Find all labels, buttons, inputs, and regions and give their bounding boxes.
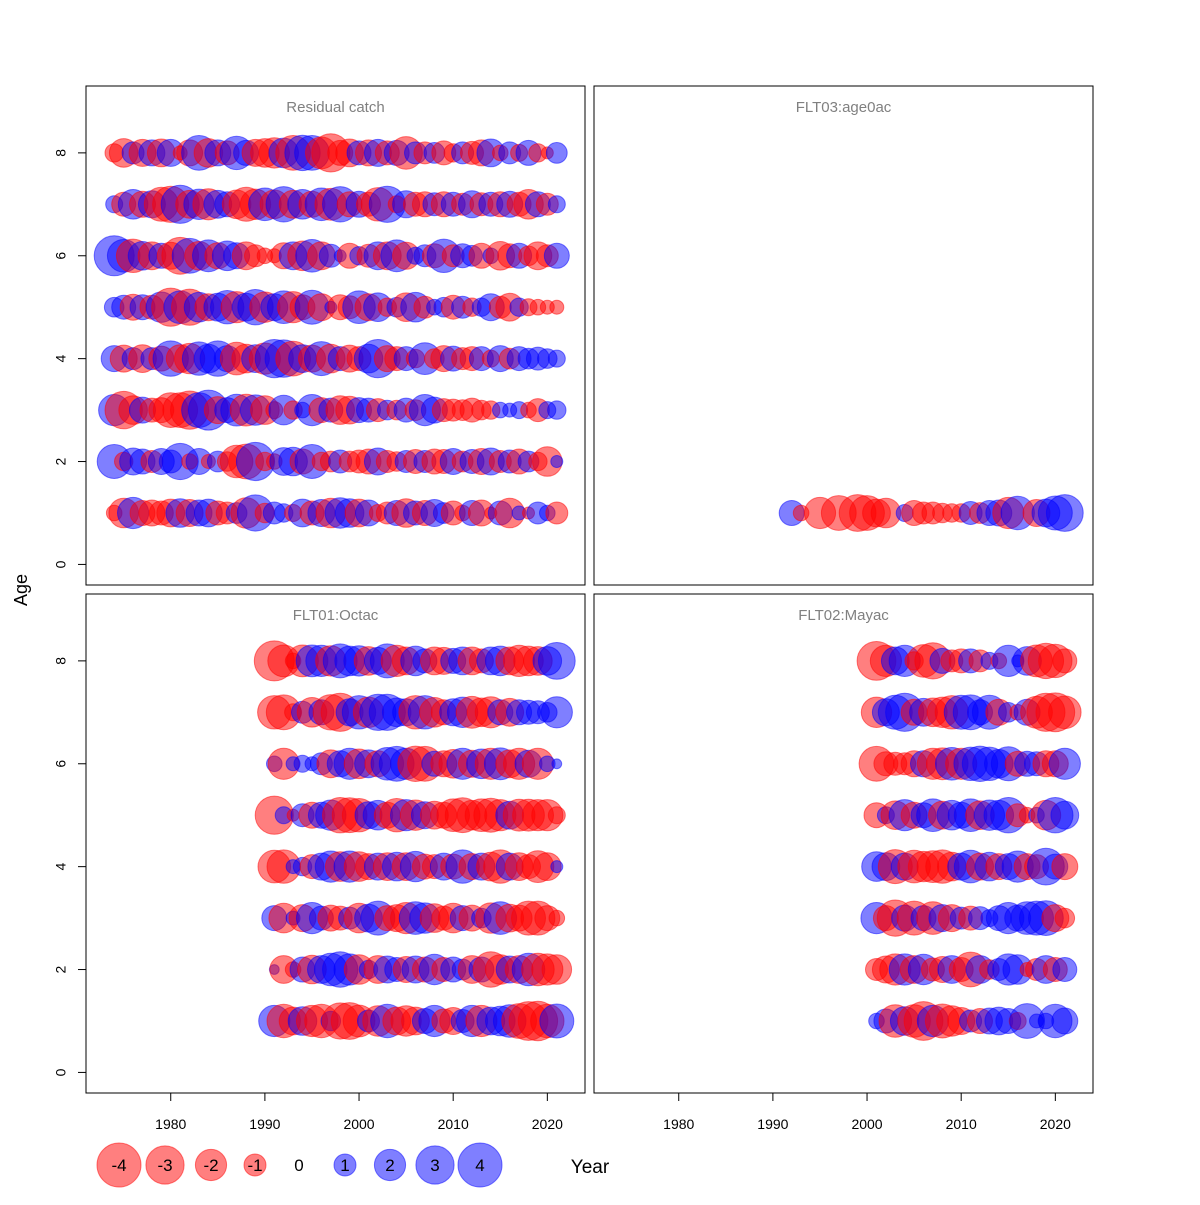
legend-bubble [96, 1142, 142, 1188]
bubble [551, 758, 563, 770]
x-tick-label: 2010 [438, 1116, 469, 1132]
bubble [550, 455, 564, 468]
panel-frame [593, 85, 1094, 586]
panel-title: Residual catch [286, 99, 384, 116]
x-tick-label: 2010 [946, 1116, 977, 1132]
bubble [543, 242, 570, 269]
legend-label: -4 [111, 1156, 126, 1175]
x-tick-label: 1990 [757, 1116, 788, 1132]
bubble [547, 806, 566, 825]
legend-label: 0 [294, 1156, 303, 1175]
bubble [1052, 957, 1078, 982]
x-tick-label: 1990 [249, 1116, 280, 1132]
panel-3: FLT01:Octac 0 2 4 6 8 1980 1990 2000 2010 2020 [53, 593, 586, 1132]
legend-label: 2 [385, 1156, 394, 1175]
bubble [540, 696, 573, 729]
x-tick-label: 2000 [851, 1116, 882, 1132]
bubble [1054, 907, 1076, 929]
bubble [537, 642, 576, 680]
legend: -4 -3 -2 -1 0 1 2 3 4 [96, 1142, 503, 1188]
panel-frame [85, 85, 586, 586]
y-tick-label: 2 [53, 457, 69, 465]
bubble [550, 860, 564, 874]
bubble [547, 400, 567, 420]
bubble [549, 299, 565, 315]
bubble [547, 195, 566, 214]
bubble [1051, 1007, 1079, 1035]
bubble [545, 501, 569, 525]
panel-1: Residual catch 0 2 4 6 8 [53, 85, 586, 586]
x-tick-label: 1980 [663, 1116, 694, 1132]
x-axis-label: Year [571, 1157, 610, 1178]
legend-bubble [333, 1153, 357, 1177]
panel-title: FLT01:Octac [293, 607, 379, 624]
y-tick-label: 0 [53, 1068, 69, 1076]
legend-label: 3 [430, 1156, 439, 1175]
bubble [1048, 747, 1081, 780]
legend-label: 4 [475, 1156, 484, 1175]
legend-bubble [415, 1145, 455, 1185]
x-tick-label: 2020 [1040, 1116, 1071, 1132]
bubble [1050, 800, 1080, 830]
bubble [541, 954, 573, 985]
y-tick-label: 6 [53, 760, 69, 768]
bubble [547, 349, 566, 368]
bubble [548, 909, 566, 927]
y-tick-label: 0 [53, 560, 69, 568]
legend-bubble [194, 1148, 228, 1182]
bubble [1045, 494, 1084, 532]
panel-frame [85, 593, 586, 1094]
bubble [1052, 648, 1078, 674]
panel-2: FLT03:age0ac [593, 85, 1094, 586]
bubble [1051, 853, 1079, 881]
bubble [539, 1003, 575, 1039]
legend-label: -3 [157, 1156, 172, 1175]
x-tick-label: 1980 [155, 1116, 186, 1132]
y-tick-label: 8 [53, 149, 69, 157]
legend-bubble [145, 1145, 185, 1185]
y-tick-label: 6 [53, 252, 69, 260]
legend-label: -2 [203, 1156, 218, 1175]
legend-bubble [373, 1148, 407, 1182]
panel-frame [593, 593, 1094, 1094]
bubble [545, 142, 568, 164]
panel-title: FLT03:age0ac [796, 99, 892, 116]
y-tick-label: 4 [53, 863, 69, 871]
y-tick-label: 4 [53, 355, 69, 363]
bubble [1048, 695, 1082, 730]
legend-bubble [243, 1153, 267, 1177]
x-tick-label: 2000 [343, 1116, 374, 1132]
legend-label: 1 [340, 1156, 349, 1175]
legend-label: -1 [247, 1156, 262, 1175]
y-tick-label: 8 [53, 657, 69, 665]
panel-4: FLT02:Mayac 1980 1990 2000 2010 2020 [593, 593, 1094, 1132]
x-tick-label: 2020 [532, 1116, 563, 1132]
y-axis-label: Age [11, 574, 31, 606]
legend-bubble [457, 1142, 503, 1188]
y-tick-label: 2 [53, 965, 69, 973]
panel-title: FLT02:Mayac [798, 607, 889, 624]
